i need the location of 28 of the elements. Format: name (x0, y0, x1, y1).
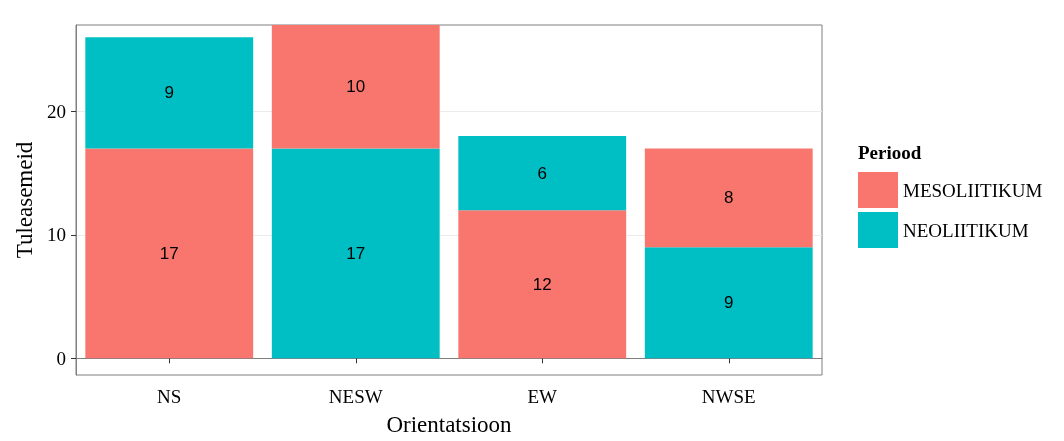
data-label: 8 (724, 188, 734, 208)
bar (85, 37, 254, 149)
data-label: 17 (346, 243, 366, 263)
legend-title: Periood (858, 142, 922, 163)
data-label: 9 (724, 293, 734, 313)
bar (458, 210, 627, 359)
data-label: 6 (537, 163, 547, 183)
bar (458, 136, 627, 211)
data-label: 9 (164, 83, 174, 103)
x-axis-title: Orientatsioon (386, 412, 513, 437)
bar (644, 247, 813, 359)
data-label: 12 (532, 274, 552, 294)
bar (644, 148, 813, 248)
data-label: 10 (346, 77, 366, 97)
x-tick-label: EW (527, 386, 558, 407)
bar (85, 148, 254, 359)
x-tick-label: NS (157, 386, 182, 407)
legend-label: NEOLIITIKUM (903, 219, 1029, 241)
data-label: 17 (159, 243, 179, 263)
y-tick-label: 10 (47, 224, 66, 246)
x-tick-label: NWSE (701, 386, 756, 407)
y-tick-label: 0 (56, 347, 66, 369)
legend-label: MESOLIITIKUM (903, 179, 1043, 201)
bar (271, 25, 440, 149)
y-tick-label: 20 (47, 100, 66, 122)
bar (271, 148, 440, 359)
y-axis-title: Tuleasemeid (12, 141, 37, 259)
x-tick-label: NESW (328, 386, 383, 407)
